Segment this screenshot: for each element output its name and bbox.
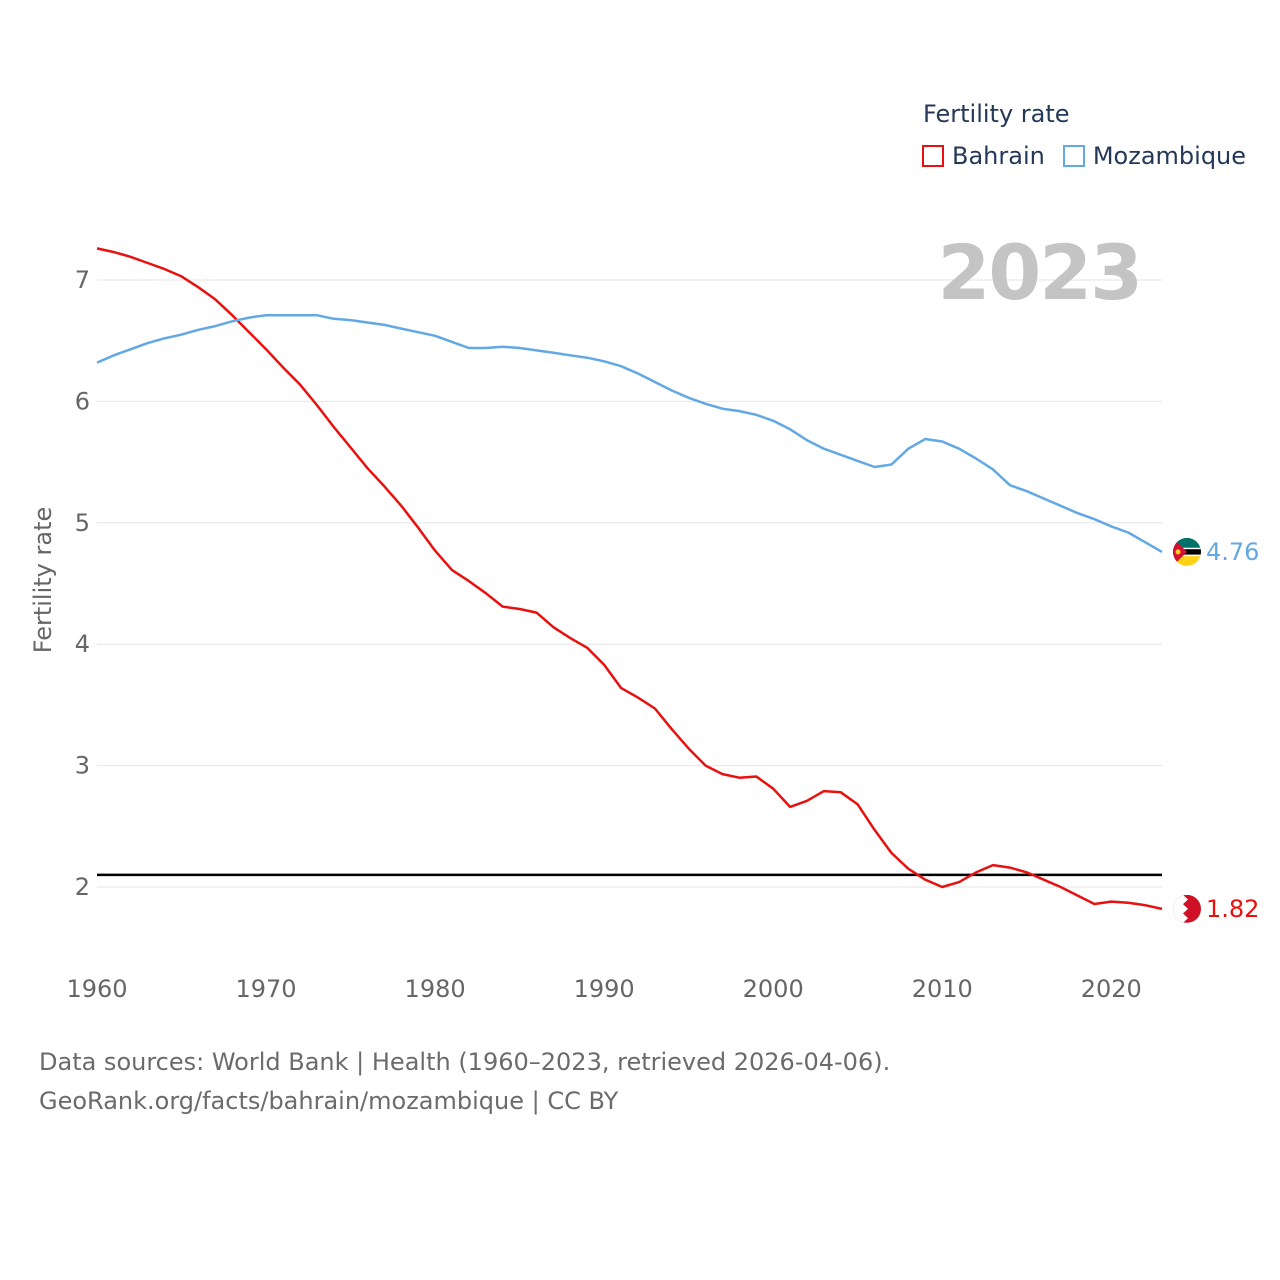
x-tick-label-2010: 2010 <box>912 975 973 1003</box>
y-tick-label-5: 5 <box>75 509 90 537</box>
data-sources: Data sources: World Bank | Health (1960–… <box>39 1043 890 1121</box>
x-tick-label-1970: 1970 <box>236 975 297 1003</box>
mozambique-flag-yellow <box>1173 556 1201 566</box>
mozambique-flag-star <box>1175 549 1181 555</box>
legend-swatch-mozambique <box>1062 145 1085 167</box>
legend-swatch-bahrain <box>922 145 944 167</box>
legend: Bahrain Mozambique <box>922 142 1264 170</box>
mozambique-flag-icon <box>1173 537 1201 566</box>
current-year-label: 2023 <box>937 228 1143 317</box>
legend-label-bahrain: Bahrain <box>952 142 1045 170</box>
x-tick-label-1990: 1990 <box>574 975 635 1003</box>
end-value-label-mozambique: 4.76 <box>1206 538 1259 566</box>
series-line-bahrain <box>96 247 1163 911</box>
x-tick-label-2000: 2000 <box>743 975 804 1003</box>
mozambique-flag-white-bottom <box>1173 554 1201 557</box>
mozambique-flag-green <box>1173 537 1201 550</box>
legend-label-mozambique: Mozambique <box>1092 142 1247 170</box>
sources-line-2: GeoRank.org/facts/bahrain/mozambique | C… <box>39 1087 619 1115</box>
x-tick-label-2020: 2020 <box>1081 975 1142 1003</box>
legend-item-bahrain[interactable]: Bahrain <box>922 142 1045 170</box>
y-tick-label-4: 4 <box>75 630 90 658</box>
grid-lines <box>97 279 1162 888</box>
y-tick-label-6: 6 <box>75 387 90 415</box>
end-value-label-bahrain: 1.82 <box>1206 895 1259 923</box>
series-lines <box>96 247 1163 911</box>
sources-line-1: Data sources: World Bank | Health (1960–… <box>39 1048 891 1076</box>
legend-title: Fertility rate <box>923 100 1070 128</box>
flag-body-bahrain <box>1173 894 1201 923</box>
series-line-mozambique <box>96 313 1163 553</box>
y-tick-label-2: 2 <box>75 873 90 901</box>
x-tick-label-1980: 1980 <box>405 975 466 1003</box>
mozambique-flag-white-top <box>1173 547 1201 550</box>
series-end-markers: 1.82 4.76 <box>1173 537 1259 923</box>
y-tick-label-3: 3 <box>75 752 90 780</box>
x-tick-label-1960: 1960 <box>66 975 127 1003</box>
legend-item-mozambique[interactable]: Mozambique <box>1062 142 1247 170</box>
y-axis-label: Fertility rate <box>29 506 57 654</box>
flag-body-mozambique <box>1173 537 1201 566</box>
y-tick-label-7: 7 <box>75 266 90 294</box>
bahrain-flag-white <box>1173 894 1188 923</box>
bahrain-flag-icon <box>1173 894 1201 923</box>
axis-tick-labels: 2 3 4 5 6 7 1960 1970 1980 1990 2000 2010 2020 <box>66 266 1141 1003</box>
